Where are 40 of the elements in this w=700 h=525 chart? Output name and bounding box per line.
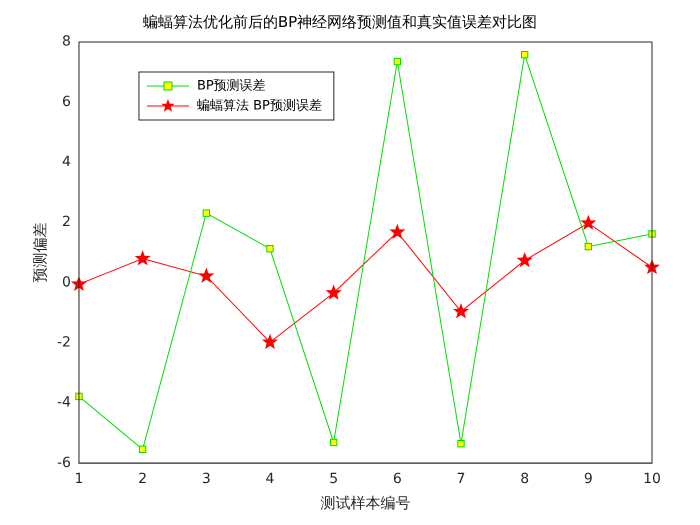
y-tick-label: 6 bbox=[62, 94, 72, 110]
x-tick-label: 9 bbox=[584, 471, 593, 488]
point bbox=[394, 58, 401, 66]
point bbox=[330, 438, 338, 446]
point bbox=[644, 260, 660, 274]
x-tick-label: 8 bbox=[520, 471, 530, 488]
x-tick-label: 6 bbox=[392, 471, 402, 488]
y-tick-label: 4 bbox=[62, 154, 72, 170]
point bbox=[454, 304, 468, 318]
y-tick-label: 2 bbox=[62, 214, 71, 230]
point bbox=[390, 224, 404, 238]
y-axis-title: 预测偏差 bbox=[30, 222, 49, 283]
y-tick-label: -4 bbox=[56, 394, 72, 411]
legend-label: BP预测误差 bbox=[196, 78, 266, 94]
point bbox=[266, 245, 274, 252]
y-tick-label: 8 bbox=[62, 34, 71, 50]
point bbox=[326, 285, 341, 300]
point bbox=[135, 251, 150, 265]
y-tick-label: 0 bbox=[62, 274, 71, 290]
point bbox=[520, 50, 528, 58]
point bbox=[457, 440, 465, 448]
x-tick-label: 2 bbox=[138, 471, 148, 488]
x-tick-label: 4 bbox=[266, 471, 275, 488]
point bbox=[202, 210, 210, 217]
point bbox=[581, 216, 596, 230]
x-tick-label: 10 bbox=[643, 471, 661, 488]
chart-title: 蝙蝠算法优化前后的BP神经网络预测值和真实值误差对比图 bbox=[142, 12, 538, 31]
x-tick-label: 7 bbox=[456, 471, 466, 488]
point bbox=[518, 252, 532, 267]
point bbox=[199, 268, 214, 282]
x-tick-label: 5 bbox=[329, 471, 338, 488]
point bbox=[138, 446, 146, 454]
legend-label: 蝙蝠算法 BP预测误差 bbox=[196, 98, 322, 114]
y-tick-label: -2 bbox=[56, 334, 71, 350]
point bbox=[262, 334, 278, 348]
x-tick-label: 3 bbox=[202, 471, 211, 488]
x-tick-label: 1 bbox=[74, 471, 84, 488]
x-axis-title: 测试样本编号 bbox=[320, 494, 410, 512]
y-tick-label: -6 bbox=[56, 454, 72, 471]
point bbox=[584, 242, 592, 250]
